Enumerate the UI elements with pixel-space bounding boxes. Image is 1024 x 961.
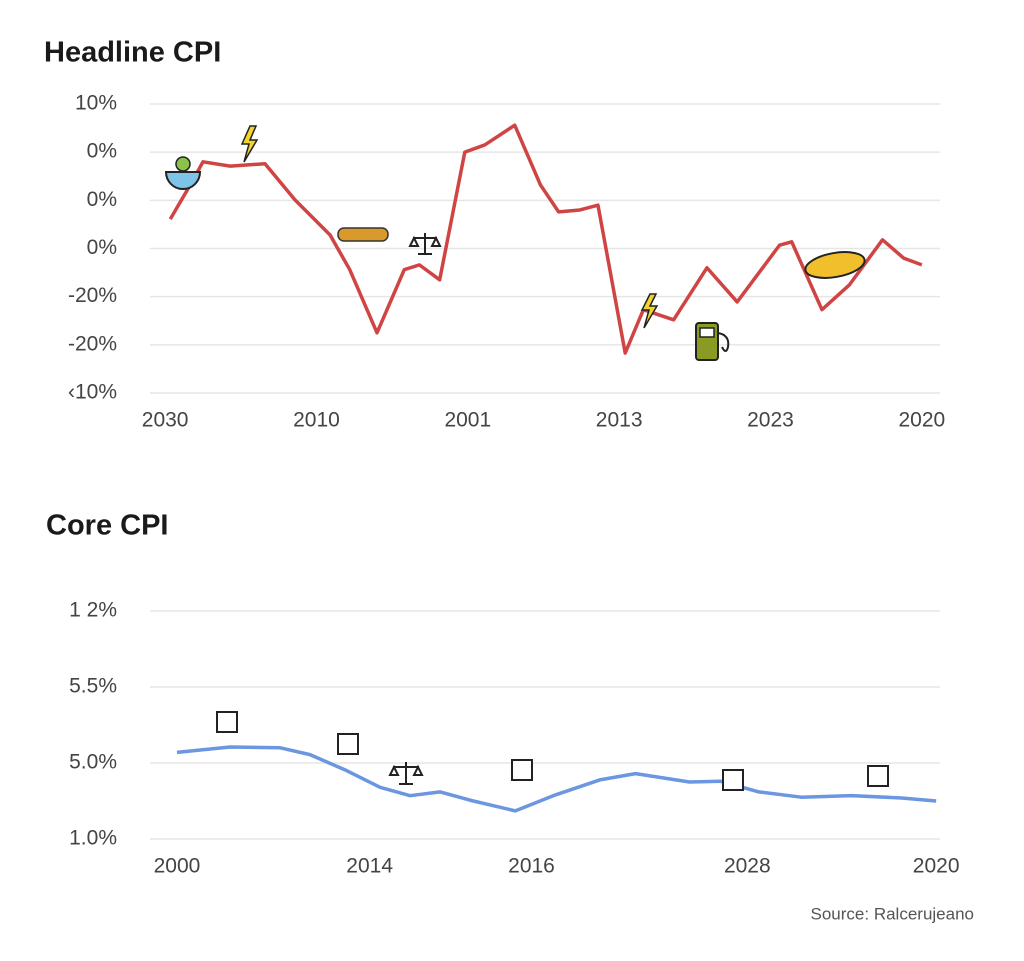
y-tick-label: -20% [68,332,117,355]
x-tick-label: 2020 [913,855,960,878]
y-tick-label: ‹10% [68,381,117,404]
x-tick-label: 2020 [898,409,945,432]
bolt-icon [240,125,259,163]
pump-hose [717,332,730,352]
bowl-icon [164,171,202,190]
pump-window [699,327,715,338]
square-icon [511,759,533,781]
square-icon [722,769,744,791]
salad [175,156,191,172]
y-tick-label: 0% [87,140,117,163]
y-tick-label: 10% [75,92,117,115]
x-tick-label: 2000 [154,855,201,878]
y-tick-label: -20% [68,284,117,307]
x-tick-label: 2001 [444,409,491,432]
x-tick-label: 2028 [724,855,771,878]
scale-icon [388,762,424,785]
square-icon [867,765,889,787]
chart-title: Headline CPI [44,37,221,69]
y-tick-label: 5.5% [69,675,117,698]
y-tick-label: 1.0% [69,827,117,850]
scale-icon [408,233,442,255]
square-icon [216,711,238,733]
x-tick-label: 2030 [142,409,189,432]
line [168,123,923,355]
x-tick-label: 2016 [508,855,555,878]
x-tick-label: 2013 [596,409,643,432]
x-tick-label: 2010 [293,409,340,432]
y-tick-label: 5.0% [69,751,117,774]
bolt-icon [640,293,659,329]
chart-title: Core CPI [46,510,168,542]
bread-icon [337,227,389,242]
y-tick-label: 1 2% [69,599,117,622]
y-tick-label: 0% [87,188,117,211]
icons [164,125,889,791]
square-icon [337,733,359,755]
x-tick-label: 2014 [346,855,393,878]
bread-icon [804,251,866,279]
source: Source: Ralcerujeano [811,904,974,923]
x-tick-label: 2023 [747,409,794,432]
line [176,745,937,813]
y-tick-label: 0% [87,236,117,259]
